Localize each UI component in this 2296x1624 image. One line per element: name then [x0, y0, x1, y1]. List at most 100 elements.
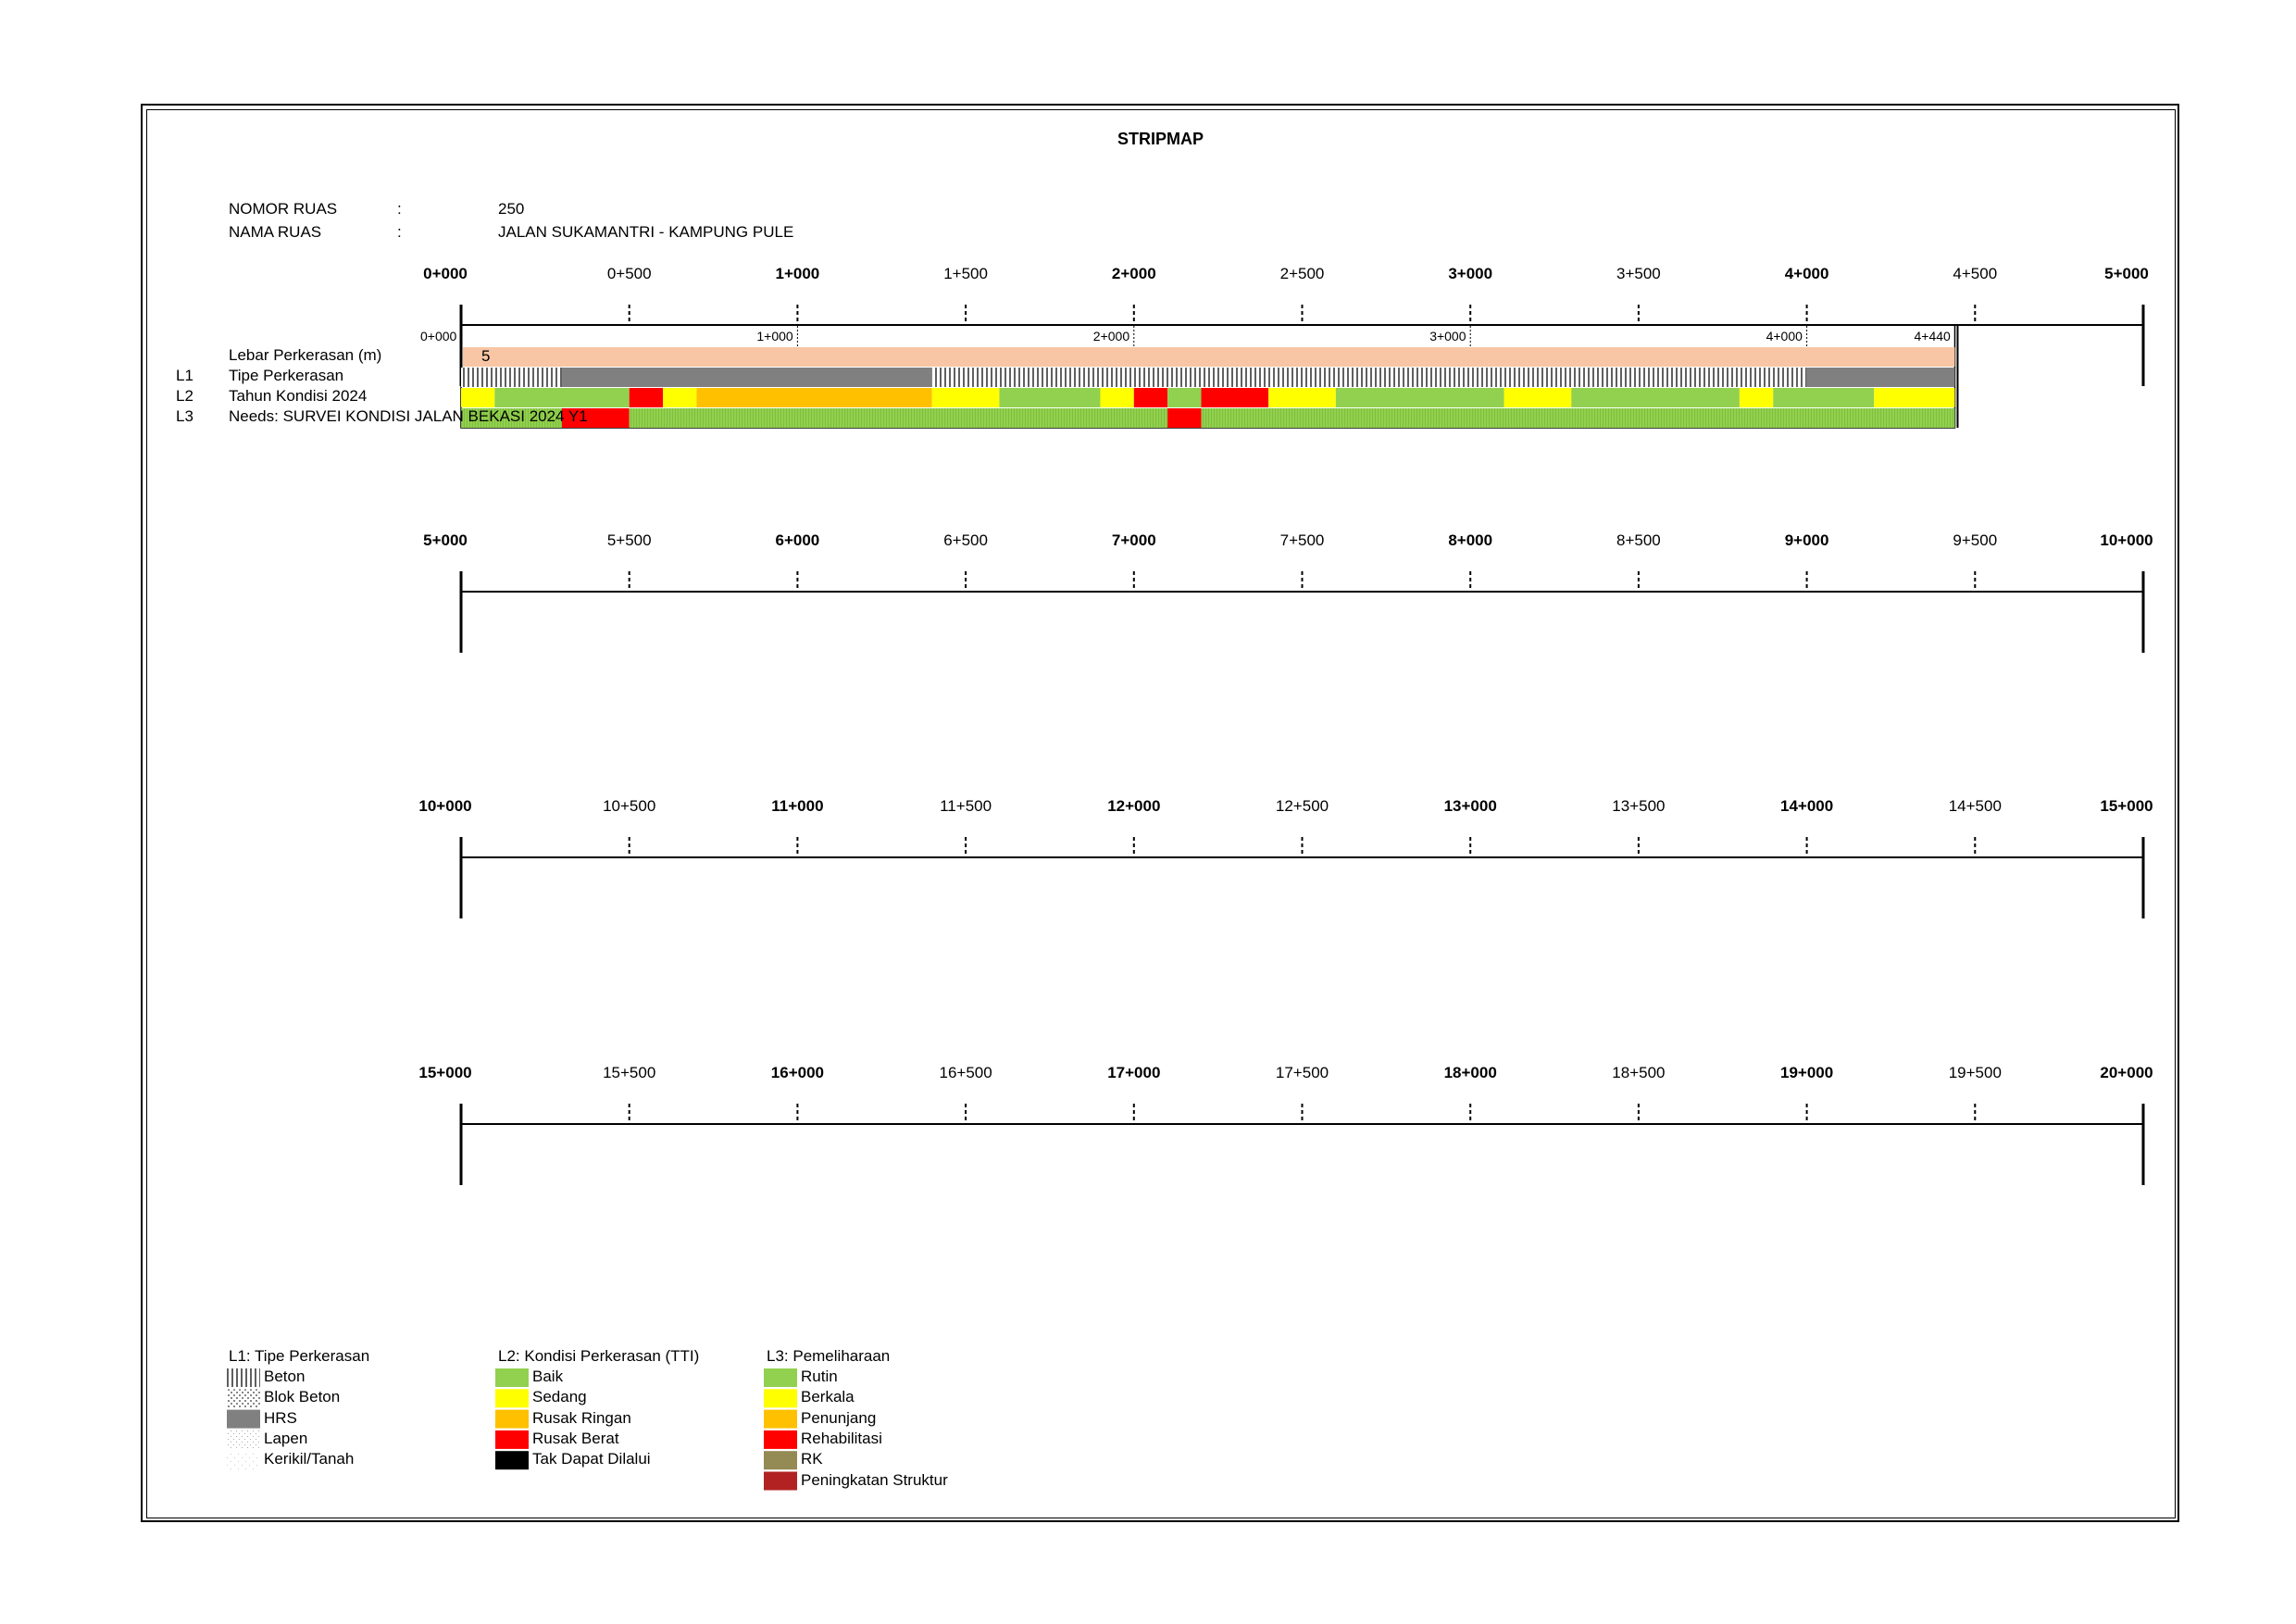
chainage-label: 7+500 [1279, 531, 1325, 549]
lebar-label: Lebar Perkerasan (m) [229, 346, 382, 364]
chainage-label: 9+500 [1953, 531, 1998, 549]
chainage-label: 1+500 [943, 265, 988, 282]
row-label-l2: Tahun Kondisi 2024 [229, 387, 368, 405]
chainage-label: 11+500 [940, 797, 992, 815]
legend-swatch [227, 1451, 260, 1470]
legend-item-label: Berkala [801, 1388, 855, 1406]
chainage-label: 4+000 [1784, 265, 1829, 282]
l3-segment [562, 408, 630, 428]
l2-segment [1504, 388, 1572, 407]
l2-segment [1100, 388, 1134, 407]
chainage-label: 18+000 [1443, 1064, 1497, 1081]
segment-chainage-label: 4+440 [1914, 329, 1951, 344]
row-code-l1: L1 [176, 367, 193, 384]
legend-swatch [764, 1451, 797, 1470]
chainage-label: 3+500 [1616, 265, 1661, 282]
nomor-ruas-colon: : [397, 200, 402, 218]
chainage-label: 15+000 [418, 1064, 472, 1081]
chainage-label: 16+500 [939, 1064, 992, 1081]
legend-item-label: Rehabilitasi [801, 1429, 882, 1447]
l3-segment [1167, 408, 1202, 428]
page-title: STRIPMAP [1117, 130, 1204, 148]
l2-segment [461, 388, 495, 407]
legend-swatch [227, 1430, 260, 1449]
l2-segment [663, 388, 697, 407]
chainage-label: 7+000 [1111, 531, 1156, 549]
l3-segment [1201, 408, 1955, 428]
chainage-label: 10+000 [418, 797, 472, 815]
chainage-label: 17+000 [1107, 1064, 1161, 1081]
row-label-l3: Needs: SURVEI KONDISI JALAN BEKASI 2024 … [229, 407, 588, 425]
chainage-label: 17+500 [1275, 1064, 1329, 1081]
legend-swatch [764, 1430, 797, 1449]
chainage-label: 0+000 [423, 265, 468, 282]
l2-segment [1167, 388, 1202, 407]
legend-swatch [227, 1389, 260, 1408]
segment-chainage-label: 3+000 [1429, 329, 1466, 344]
segment-chainage-label: 4+000 [1766, 329, 1803, 344]
row-code-l3: L3 [176, 407, 193, 425]
page-frame-inner [146, 109, 2176, 1518]
legend-l3-title: L3: Pemeliharaan [767, 1347, 891, 1365]
l2-segment [1571, 388, 1740, 407]
legend-item-label: Lapen [264, 1429, 308, 1447]
nama-ruas-label: NAMA RUAS [229, 223, 322, 241]
legend-swatch [764, 1471, 797, 1491]
chainage-label: 12+500 [1275, 797, 1329, 815]
legend-swatch [495, 1389, 529, 1408]
segment-chainage-label: 0+000 [420, 329, 457, 344]
chainage-label: 13+000 [1443, 797, 1497, 815]
nama-ruas-colon: : [397, 223, 402, 241]
chainage-label: 4+500 [1953, 265, 1998, 282]
l2-segment [696, 388, 932, 407]
chainage-label: 1+000 [775, 265, 820, 282]
chainage-label: 5+500 [606, 531, 652, 549]
chainage-label: 8+500 [1616, 531, 1661, 549]
legend-item-label: Tak Dapat Dilalui [532, 1450, 651, 1468]
segment-chainage-label: 2+000 [1092, 329, 1130, 344]
l2-segment [494, 388, 630, 407]
legend-swatch [227, 1409, 260, 1429]
segment-chainage-label: 1+000 [756, 329, 793, 344]
l3-segment [461, 408, 563, 428]
chainage-label: 10+500 [603, 797, 656, 815]
chainage-label: 0+500 [606, 265, 652, 282]
l1-segment [461, 368, 563, 387]
nama-ruas-value: JALAN SUKAMANTRI - KAMPUNG PULE [498, 223, 794, 241]
chainage-label: 11+000 [771, 797, 824, 815]
l3-segment [629, 408, 1168, 428]
legend-item-label: Penunjang [801, 1408, 877, 1427]
legend-swatch [764, 1368, 797, 1387]
chainage-label: 6+500 [943, 531, 988, 549]
legend-swatch [495, 1409, 529, 1429]
chainage-label: 14+500 [1948, 797, 2002, 815]
l2-segment [1201, 388, 1269, 407]
nomor-ruas-label: NOMOR RUAS [229, 200, 338, 218]
row-code-l2: L2 [176, 387, 193, 405]
lebar-value: 5 [481, 347, 491, 365]
legend-item-label: Sedang [532, 1388, 587, 1406]
legend-swatch [495, 1430, 529, 1449]
chainage-label: 19+500 [1948, 1064, 2002, 1081]
legend-item-label: Beton [264, 1368, 306, 1385]
lebar-bar [463, 347, 1955, 367]
chainage-label: 8+000 [1448, 531, 1493, 549]
road-segment-rows [227, 324, 1959, 1491]
chainage-label: 15+000 [2100, 797, 2153, 815]
chainage-label: 2+500 [1279, 265, 1325, 282]
chainage-label: 14+000 [1779, 797, 1834, 815]
chainage-label: 18+500 [1612, 1064, 1666, 1081]
chainage-label: 5+000 [2104, 265, 2149, 282]
legend-l1-title: L1: Tipe Perkerasan [229, 1347, 370, 1365]
legend-swatch [495, 1368, 529, 1387]
l2-segment [629, 388, 664, 407]
l2-segment [999, 388, 1101, 407]
l2-segment [931, 388, 1000, 407]
chainage-label: 6+000 [775, 531, 820, 549]
chainage-label: 19+000 [1779, 1064, 1834, 1081]
legend-item-label: Baik [532, 1368, 564, 1385]
nomor-ruas-value: 250 [498, 200, 525, 218]
l1-segment [562, 368, 932, 387]
legend-swatch [227, 1368, 260, 1387]
